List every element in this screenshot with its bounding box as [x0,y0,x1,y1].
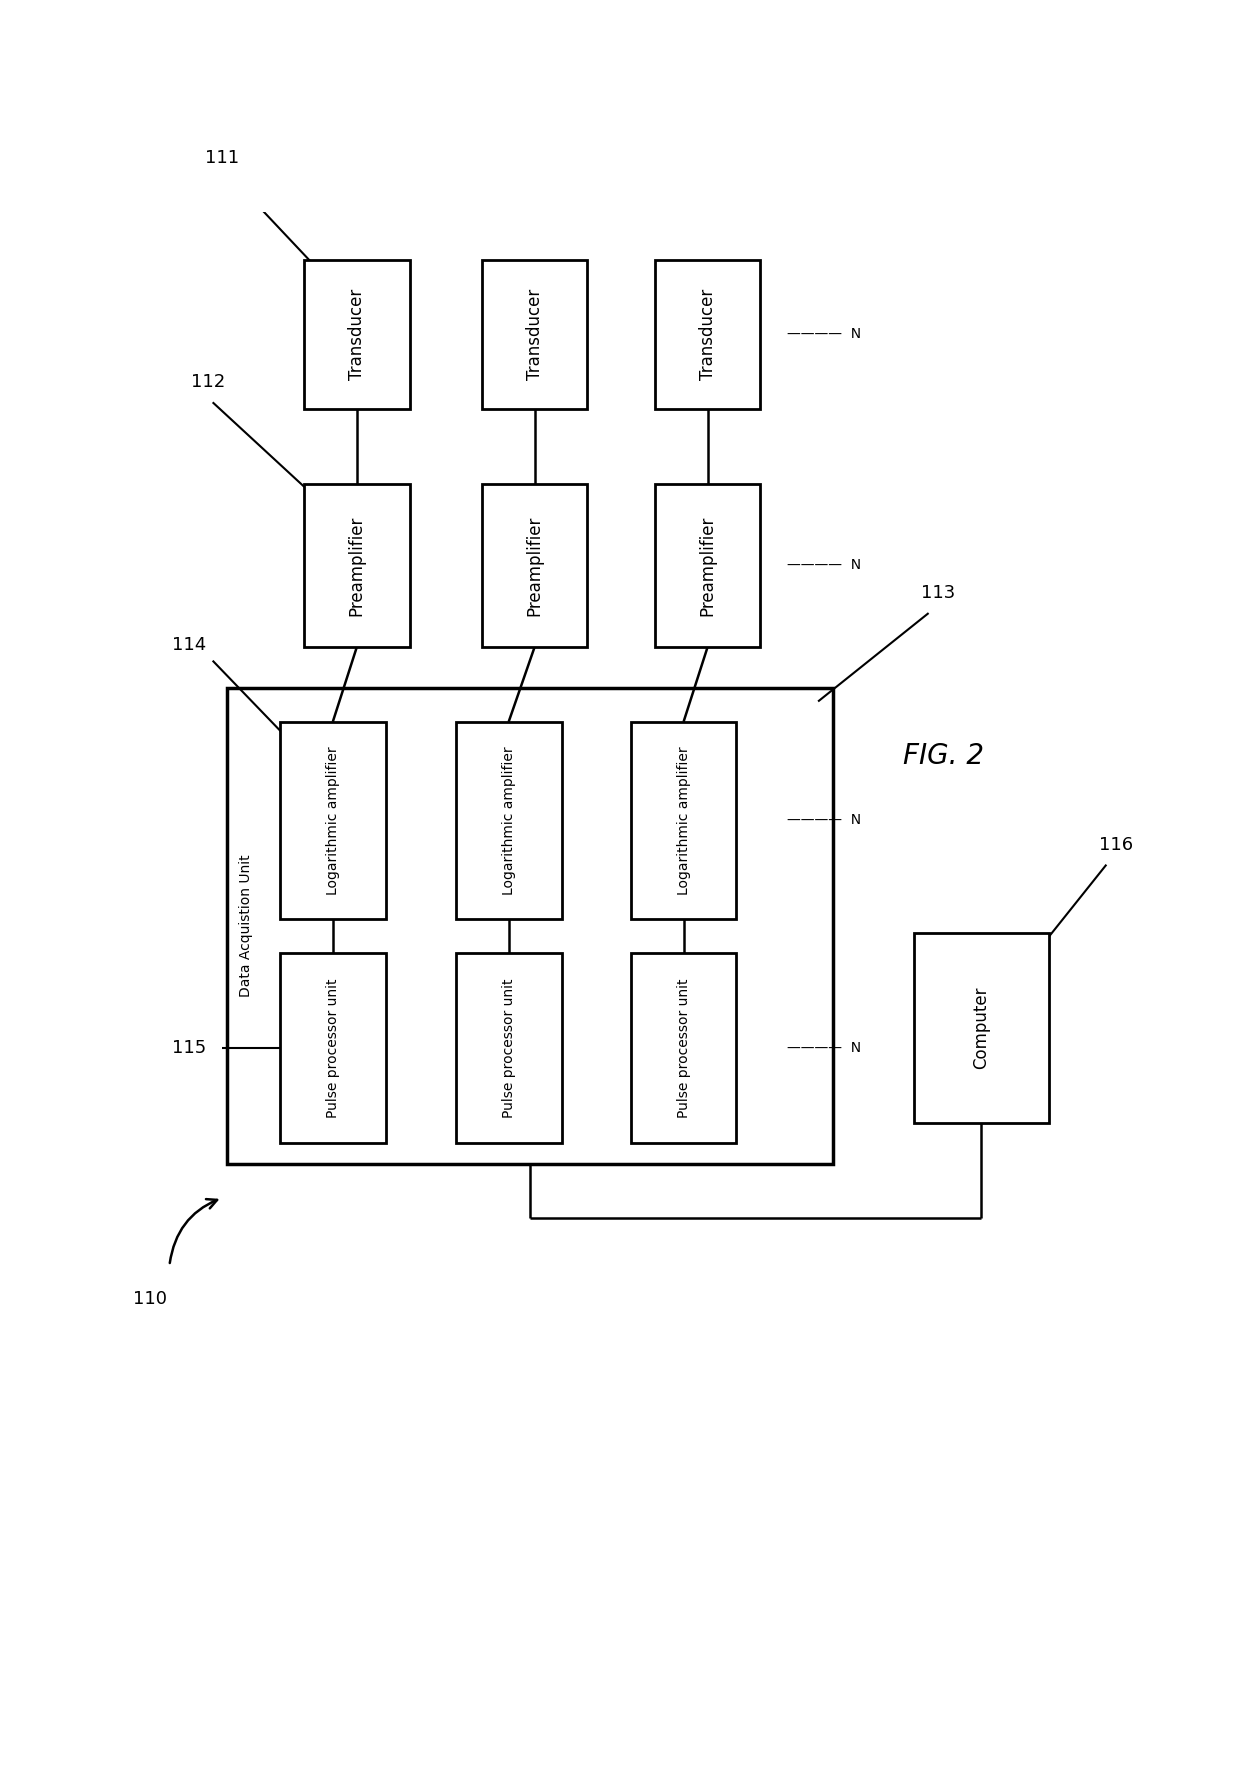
Text: 112: 112 [191,373,224,392]
FancyBboxPatch shape [914,932,1049,1123]
Text: 116: 116 [1099,835,1133,853]
Text: Logarithmic amplifier: Logarithmic amplifier [677,745,691,895]
FancyBboxPatch shape [481,484,588,646]
Text: Data Acquistion Unit: Data Acquistion Unit [239,855,253,998]
FancyBboxPatch shape [304,260,409,410]
Text: Preamplifier: Preamplifier [347,516,366,616]
FancyBboxPatch shape [631,722,737,918]
Text: ————  N: ———— N [787,558,862,572]
FancyBboxPatch shape [456,954,562,1143]
FancyBboxPatch shape [227,689,832,1164]
Text: 115: 115 [171,1038,206,1058]
FancyBboxPatch shape [280,722,386,918]
Text: Logarithmic amplifier: Logarithmic amplifier [502,745,516,895]
FancyBboxPatch shape [304,484,409,646]
Text: Computer: Computer [972,987,991,1068]
Text: 111: 111 [205,148,239,168]
Text: 110: 110 [133,1291,167,1309]
Text: ————  N: ———— N [787,327,862,341]
FancyBboxPatch shape [456,722,562,918]
Text: Transducer: Transducer [347,288,366,380]
Text: ————  N: ———— N [787,812,862,826]
Text: ————  N: ———— N [787,1042,862,1056]
Text: Preamplifier: Preamplifier [698,516,717,616]
FancyBboxPatch shape [481,260,588,410]
Text: Pulse processor unit: Pulse processor unit [502,978,516,1118]
Text: Logarithmic amplifier: Logarithmic amplifier [326,745,340,895]
Text: FIG. 2: FIG. 2 [903,742,983,770]
Text: 113: 113 [921,585,955,602]
FancyBboxPatch shape [280,954,386,1143]
FancyBboxPatch shape [655,260,760,410]
FancyBboxPatch shape [631,954,737,1143]
FancyBboxPatch shape [655,484,760,646]
Text: Preamplifier: Preamplifier [526,516,543,616]
Text: Pulse processor unit: Pulse processor unit [677,978,691,1118]
Text: 114: 114 [171,636,206,653]
Text: Pulse processor unit: Pulse processor unit [326,978,340,1118]
Text: Transducer: Transducer [526,288,543,380]
Text: Transducer: Transducer [698,288,717,380]
